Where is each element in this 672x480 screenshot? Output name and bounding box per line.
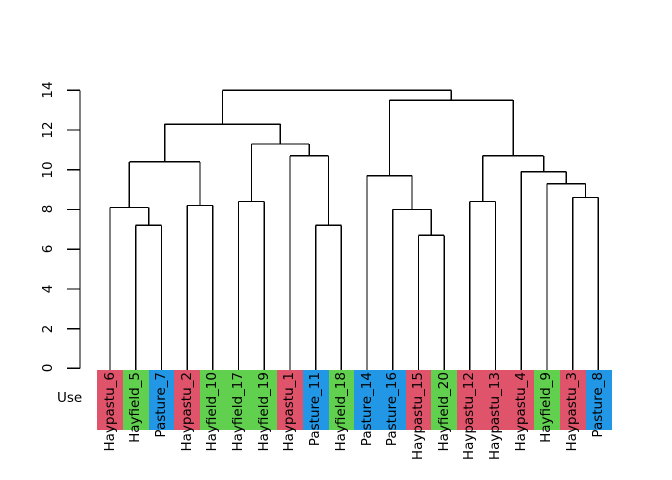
leaf-band-cell <box>405 369 432 430</box>
leaf-band-cell <box>559 369 586 430</box>
leaf-band-cell <box>508 369 535 430</box>
leaf-label: Hayfield_9 <box>538 372 555 443</box>
y-axis <box>67 89 81 369</box>
leaf-band-cell <box>585 369 612 430</box>
y-tick-label: 10 <box>40 161 56 179</box>
leaf-band-cell <box>431 369 458 430</box>
leaf-label: Hayfield_19 <box>255 372 272 452</box>
leaf-band-cell <box>148 369 175 430</box>
leaf-band-cell <box>225 369 252 430</box>
leaf-band-cell <box>174 369 201 430</box>
y-tick-label: 8 <box>40 205 56 214</box>
band-axis-label: Use <box>57 390 83 406</box>
leaf-label: Pasture_8 <box>589 372 606 438</box>
y-tick-label: 0 <box>40 364 56 373</box>
leaf-band-cell <box>457 369 484 430</box>
y-tick-label: 12 <box>40 121 56 139</box>
leaf-label: Pasture_16 <box>384 372 401 447</box>
dendrogram-branches <box>109 89 599 370</box>
leaf-label: Haypastu_4 <box>512 372 529 452</box>
leaf-label: Haypastu_6 <box>101 372 118 452</box>
leaf-band-cell <box>200 369 227 430</box>
leaf-label: Hayfield_18 <box>332 372 349 452</box>
leaf-label: Haypastu_12 <box>461 372 478 461</box>
leaf-band-cell <box>251 369 278 430</box>
leaf-label: Haypastu_15 <box>409 372 426 461</box>
leaf-label: Haypastu_13 <box>487 372 503 461</box>
y-tick-label: 4 <box>40 284 56 294</box>
leaf-label: Hayfield_5 <box>127 372 144 443</box>
leaf-band-cell <box>482 369 509 430</box>
leaf-label: Hayfield_20 <box>435 372 452 452</box>
leaf-label: Hayfield_17 <box>230 372 246 452</box>
y-tick-label: 14 <box>40 81 56 99</box>
leaf-label: Hayfield_10 <box>204 372 221 452</box>
leaf-label: Haypastu_3 <box>564 372 581 452</box>
y-tick-label: 2 <box>40 324 56 333</box>
leaf-label: Pasture_7 <box>152 372 169 438</box>
leaf-label: Pasture_14 <box>358 372 375 447</box>
leaf-band-cell <box>97 369 124 430</box>
leaf-band-cell <box>328 369 355 430</box>
y-tick-label: 6 <box>40 244 56 254</box>
leaf-band-cell <box>379 369 406 430</box>
leaf-band-cell <box>122 369 149 430</box>
leaf-band-cell <box>302 369 329 430</box>
leaf-label: Pasture_11 <box>307 372 324 447</box>
leaf-band-cell <box>354 369 381 430</box>
leaf-label: Haypastu_2 <box>178 372 195 452</box>
leaf-band-cell <box>534 369 561 430</box>
leaf-band-cell <box>277 369 304 430</box>
leaf-label: Haypastu_1 <box>281 372 298 452</box>
